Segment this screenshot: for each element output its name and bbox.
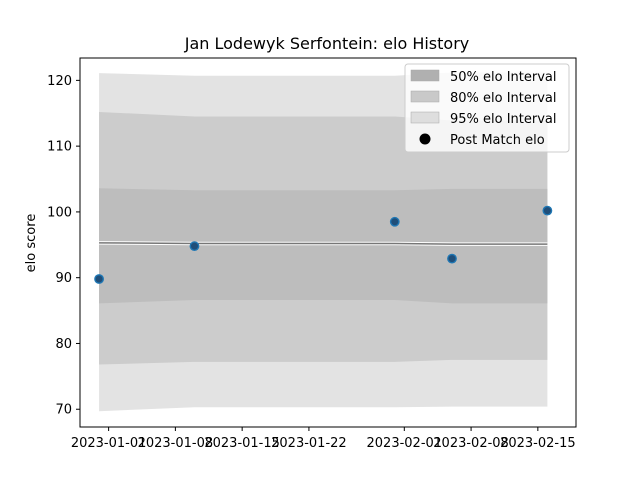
y-tick-label: 110 xyxy=(47,140,72,155)
legend-label: 80% elo Interval xyxy=(450,91,557,106)
band-50-percent xyxy=(99,188,548,304)
legend-swatch xyxy=(410,90,440,103)
mean-elo-line xyxy=(99,242,548,245)
x-tick-label: 2023-01-15 xyxy=(204,436,280,451)
y-axis-ticks: 70 80 90 100 110 120 xyxy=(47,74,80,418)
y-tick-label: 80 xyxy=(55,337,72,352)
legend-swatch xyxy=(410,111,440,124)
legend-label: 50% elo Interval xyxy=(450,70,557,85)
x-tick-label: 2023-01-08 xyxy=(138,436,214,451)
post-match-point xyxy=(389,216,400,227)
post-match-point xyxy=(542,205,553,216)
y-tick-label: 90 xyxy=(55,271,72,286)
legend-swatch xyxy=(410,69,440,82)
legend-marker xyxy=(419,133,431,145)
x-axis-ticks: 2023-01-012023-01-082023-01-152023-01-22… xyxy=(71,427,576,451)
y-axis-label: elo score xyxy=(24,214,39,273)
post-match-point xyxy=(189,241,200,252)
y-tick-label: 100 xyxy=(47,205,72,220)
x-tick-label: 2023-02-01 xyxy=(367,436,443,451)
legend-label: Post Match elo xyxy=(450,133,545,148)
post-match-points xyxy=(94,205,553,284)
mean-line-layer xyxy=(99,241,548,246)
legend-box xyxy=(404,63,570,153)
plot-frame xyxy=(79,57,577,428)
legend: 50% elo Interval 80% elo Interval 95% elo … xyxy=(404,63,570,153)
legend-label: 95% elo Interval xyxy=(450,112,557,127)
y-tick-label: 70 xyxy=(55,403,72,418)
post-match-point xyxy=(94,274,104,284)
x-tick-label: 2023-02-15 xyxy=(500,436,576,451)
x-tick-label: 2023-02-08 xyxy=(433,436,509,451)
x-tick-label: 2023-01-01 xyxy=(71,436,147,451)
y-tick-label: 120 xyxy=(47,74,72,89)
x-tick-label: 2023-01-22 xyxy=(271,436,347,451)
chart-title: Jan Lodewyk Serfontein: elo History xyxy=(184,34,469,53)
post-match-point xyxy=(447,253,457,264)
